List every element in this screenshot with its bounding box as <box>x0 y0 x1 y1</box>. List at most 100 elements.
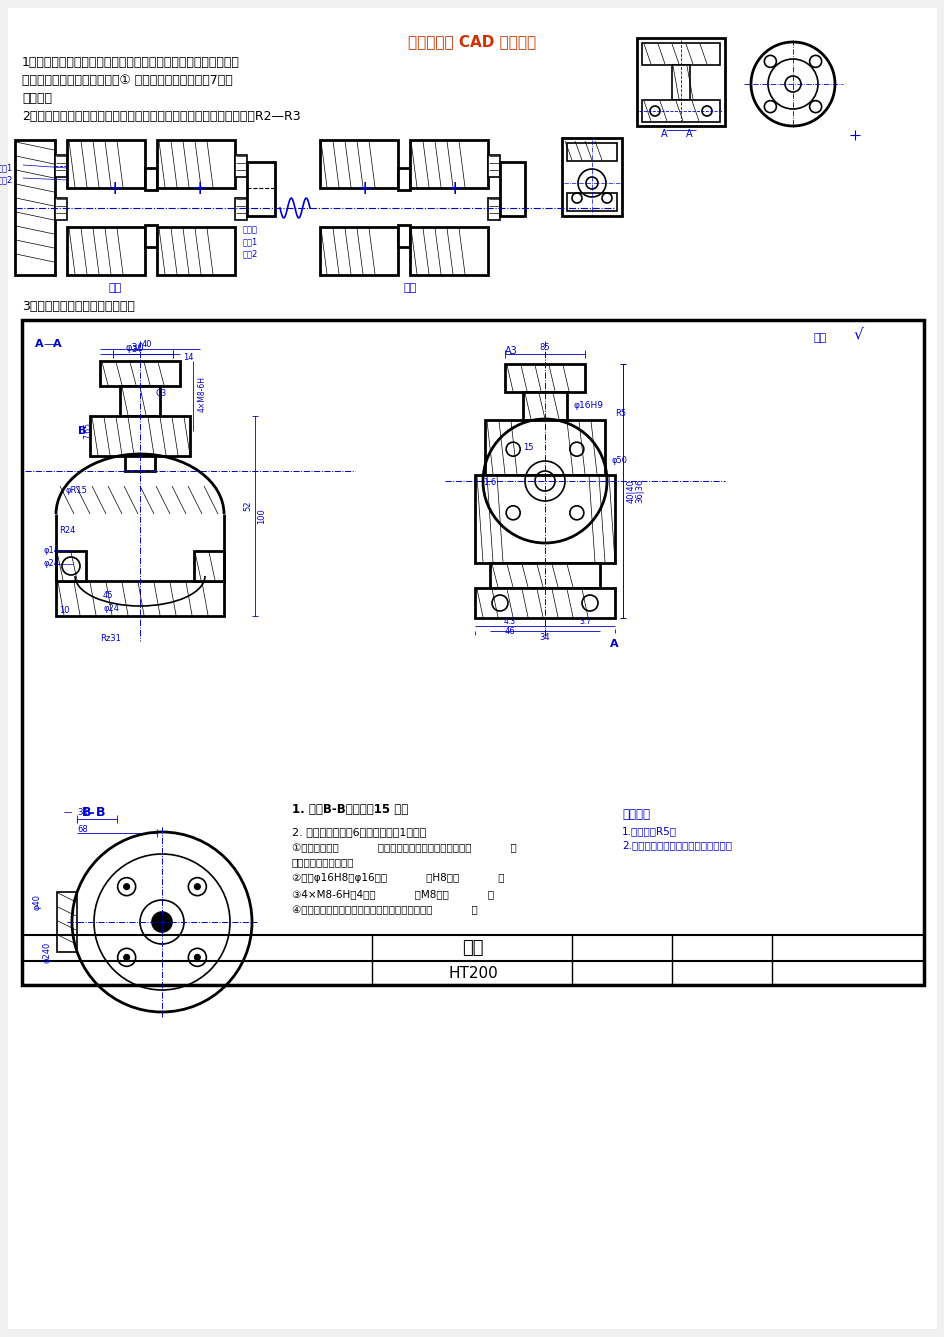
Text: 34: 34 <box>76 809 88 817</box>
Bar <box>194 551 224 582</box>
Bar <box>499 162 525 217</box>
Text: 1.未注倒角R5。: 1.未注倒角R5。 <box>621 826 676 836</box>
Text: φ24: φ24 <box>103 604 119 614</box>
Text: C3: C3 <box>155 389 166 398</box>
Text: 图中：螺纹为粗牙普通螺纹；① 处为基准孔，公差等级7级。: 图中：螺纹为粗牙普通螺纹；① 处为基准孔，公差等级7级。 <box>22 75 232 87</box>
Text: B: B <box>82 806 92 820</box>
Text: HT200: HT200 <box>447 965 497 980</box>
Text: A3: A3 <box>504 346 517 356</box>
Text: 46: 46 <box>504 627 514 636</box>
Text: φ24: φ24 <box>43 559 59 568</box>
Text: 2、已知的常用件标准件的连接画法有误，请将正确的作于后一图中。R2—R3: 2、已知的常用件标准件的连接画法有误，请将正确的作于后一图中。R2—R3 <box>22 111 300 123</box>
Bar <box>67 227 144 275</box>
Bar <box>67 140 144 189</box>
Text: R5: R5 <box>615 409 626 418</box>
Text: +: + <box>357 179 373 198</box>
Text: 阀盖: 阀盖 <box>462 939 483 957</box>
Bar <box>671 66 689 100</box>
Circle shape <box>194 955 200 960</box>
Text: φ14: φ14 <box>43 547 59 555</box>
Bar <box>410 140 487 189</box>
Circle shape <box>194 884 200 889</box>
Bar <box>120 386 160 416</box>
Circle shape <box>152 912 172 932</box>
Bar <box>487 198 499 221</box>
Text: 错误: 错误 <box>109 283 122 293</box>
Text: 34: 34 <box>131 345 143 354</box>
Text: 40|40: 40|40 <box>626 479 635 503</box>
Text: 10: 10 <box>59 607 70 615</box>
Text: —: — <box>43 340 54 349</box>
Bar <box>504 364 584 392</box>
Text: 1. 补全B-B剖视图（15 分）: 1. 补全B-B剖视图（15 分） <box>292 804 408 817</box>
Text: +: + <box>107 179 123 198</box>
Text: A: A <box>610 639 618 648</box>
Text: 密封圈: 密封圈 <box>243 226 258 234</box>
Text: φ240: φ240 <box>42 941 51 963</box>
Text: 7.65: 7.65 <box>83 422 92 440</box>
Text: √: √ <box>853 326 863 341</box>
Bar <box>397 168 410 190</box>
Bar <box>641 43 719 66</box>
Text: φ16H9: φ16H9 <box>572 401 602 410</box>
Text: A: A <box>685 128 692 139</box>
Text: 45: 45 <box>103 591 113 600</box>
Bar <box>484 420 604 475</box>
Text: A: A <box>660 128 666 139</box>
Text: ④写出零件长、宽、高三个方向的定位尺寸各一个            。: ④写出零件长、宽、高三个方向的定位尺寸各一个 。 <box>292 905 478 915</box>
Text: 齿轮1: 齿轮1 <box>0 163 13 172</box>
Text: 1.6: 1.6 <box>482 479 496 488</box>
Text: 85: 85 <box>539 344 549 353</box>
Text: —: — <box>64 809 73 817</box>
Text: 4×M8-6H: 4×M8-6H <box>198 376 207 412</box>
Bar <box>235 198 246 221</box>
Text: φR15: φR15 <box>65 487 87 496</box>
Bar <box>246 162 275 217</box>
Text: 36|36: 36|36 <box>634 479 643 503</box>
Text: ②尺寸φ16H8，φ16表示            ，H8表示            ，: ②尺寸φ16H8，φ16表示 ，H8表示 ， <box>292 873 504 882</box>
Circle shape <box>124 884 129 889</box>
Bar <box>522 392 566 420</box>
Bar <box>55 155 67 176</box>
Bar <box>566 143 616 160</box>
Bar <box>144 225 157 247</box>
Text: 2. 回答下列问题（6分：每个问题1分）：: 2. 回答下列问题（6分：每个问题1分）： <box>292 828 426 837</box>
Text: 未注圆角: 未注圆角 <box>22 92 52 106</box>
Text: 垫片1: 垫片1 <box>243 238 258 246</box>
Text: 粗糙: 粗糙 <box>813 333 826 344</box>
Bar <box>157 140 235 189</box>
Text: φ50: φ50 <box>612 456 628 465</box>
Bar <box>397 225 410 247</box>
Bar <box>235 155 246 176</box>
Text: 3.7: 3.7 <box>579 618 590 627</box>
Text: A: A <box>35 340 43 349</box>
Bar <box>125 456 155 471</box>
Text: ①零件的材料是            ，零件上要求最高的宏观粗糙度为            ，: ①零件的材料是 ，零件上要求最高的宏观粗糙度为 ， <box>292 844 516 853</box>
Text: B: B <box>96 806 106 820</box>
Bar <box>410 227 487 275</box>
Text: 100: 100 <box>257 508 265 524</box>
Bar <box>475 588 615 618</box>
Text: 4.3: 4.3 <box>503 618 515 627</box>
Text: 52: 52 <box>243 501 252 511</box>
Bar <box>15 140 55 275</box>
Text: ③4×M8-6H，4表示            ，M8表示            ，: ③4×M8-6H，4表示 ，M8表示 ， <box>292 889 494 898</box>
Bar <box>562 138 621 217</box>
Bar <box>490 563 599 588</box>
Bar <box>636 37 724 126</box>
Text: 正确: 正确 <box>403 283 416 293</box>
Text: Rz31: Rz31 <box>100 635 121 643</box>
Text: A: A <box>53 340 61 349</box>
Text: 34: 34 <box>539 634 549 643</box>
Text: 3、读阀盖零件图，要求见图中。: 3、读阀盖零件图，要求见图中。 <box>22 299 135 313</box>
Text: +: + <box>447 179 463 198</box>
Bar <box>566 193 616 211</box>
Text: +: + <box>192 179 208 198</box>
Bar <box>157 227 235 275</box>
Text: 15: 15 <box>522 444 533 452</box>
Bar <box>22 320 923 985</box>
Text: 技术要求: 技术要求 <box>621 809 649 821</box>
Text: φ30: φ30 <box>126 344 144 353</box>
Bar <box>487 155 499 176</box>
Text: 1、标注零件图（支架）的尺寸，尺寸数值由图量取，并取整数。: 1、标注零件图（支架）的尺寸，尺寸数值由图量取，并取整数。 <box>22 56 240 70</box>
